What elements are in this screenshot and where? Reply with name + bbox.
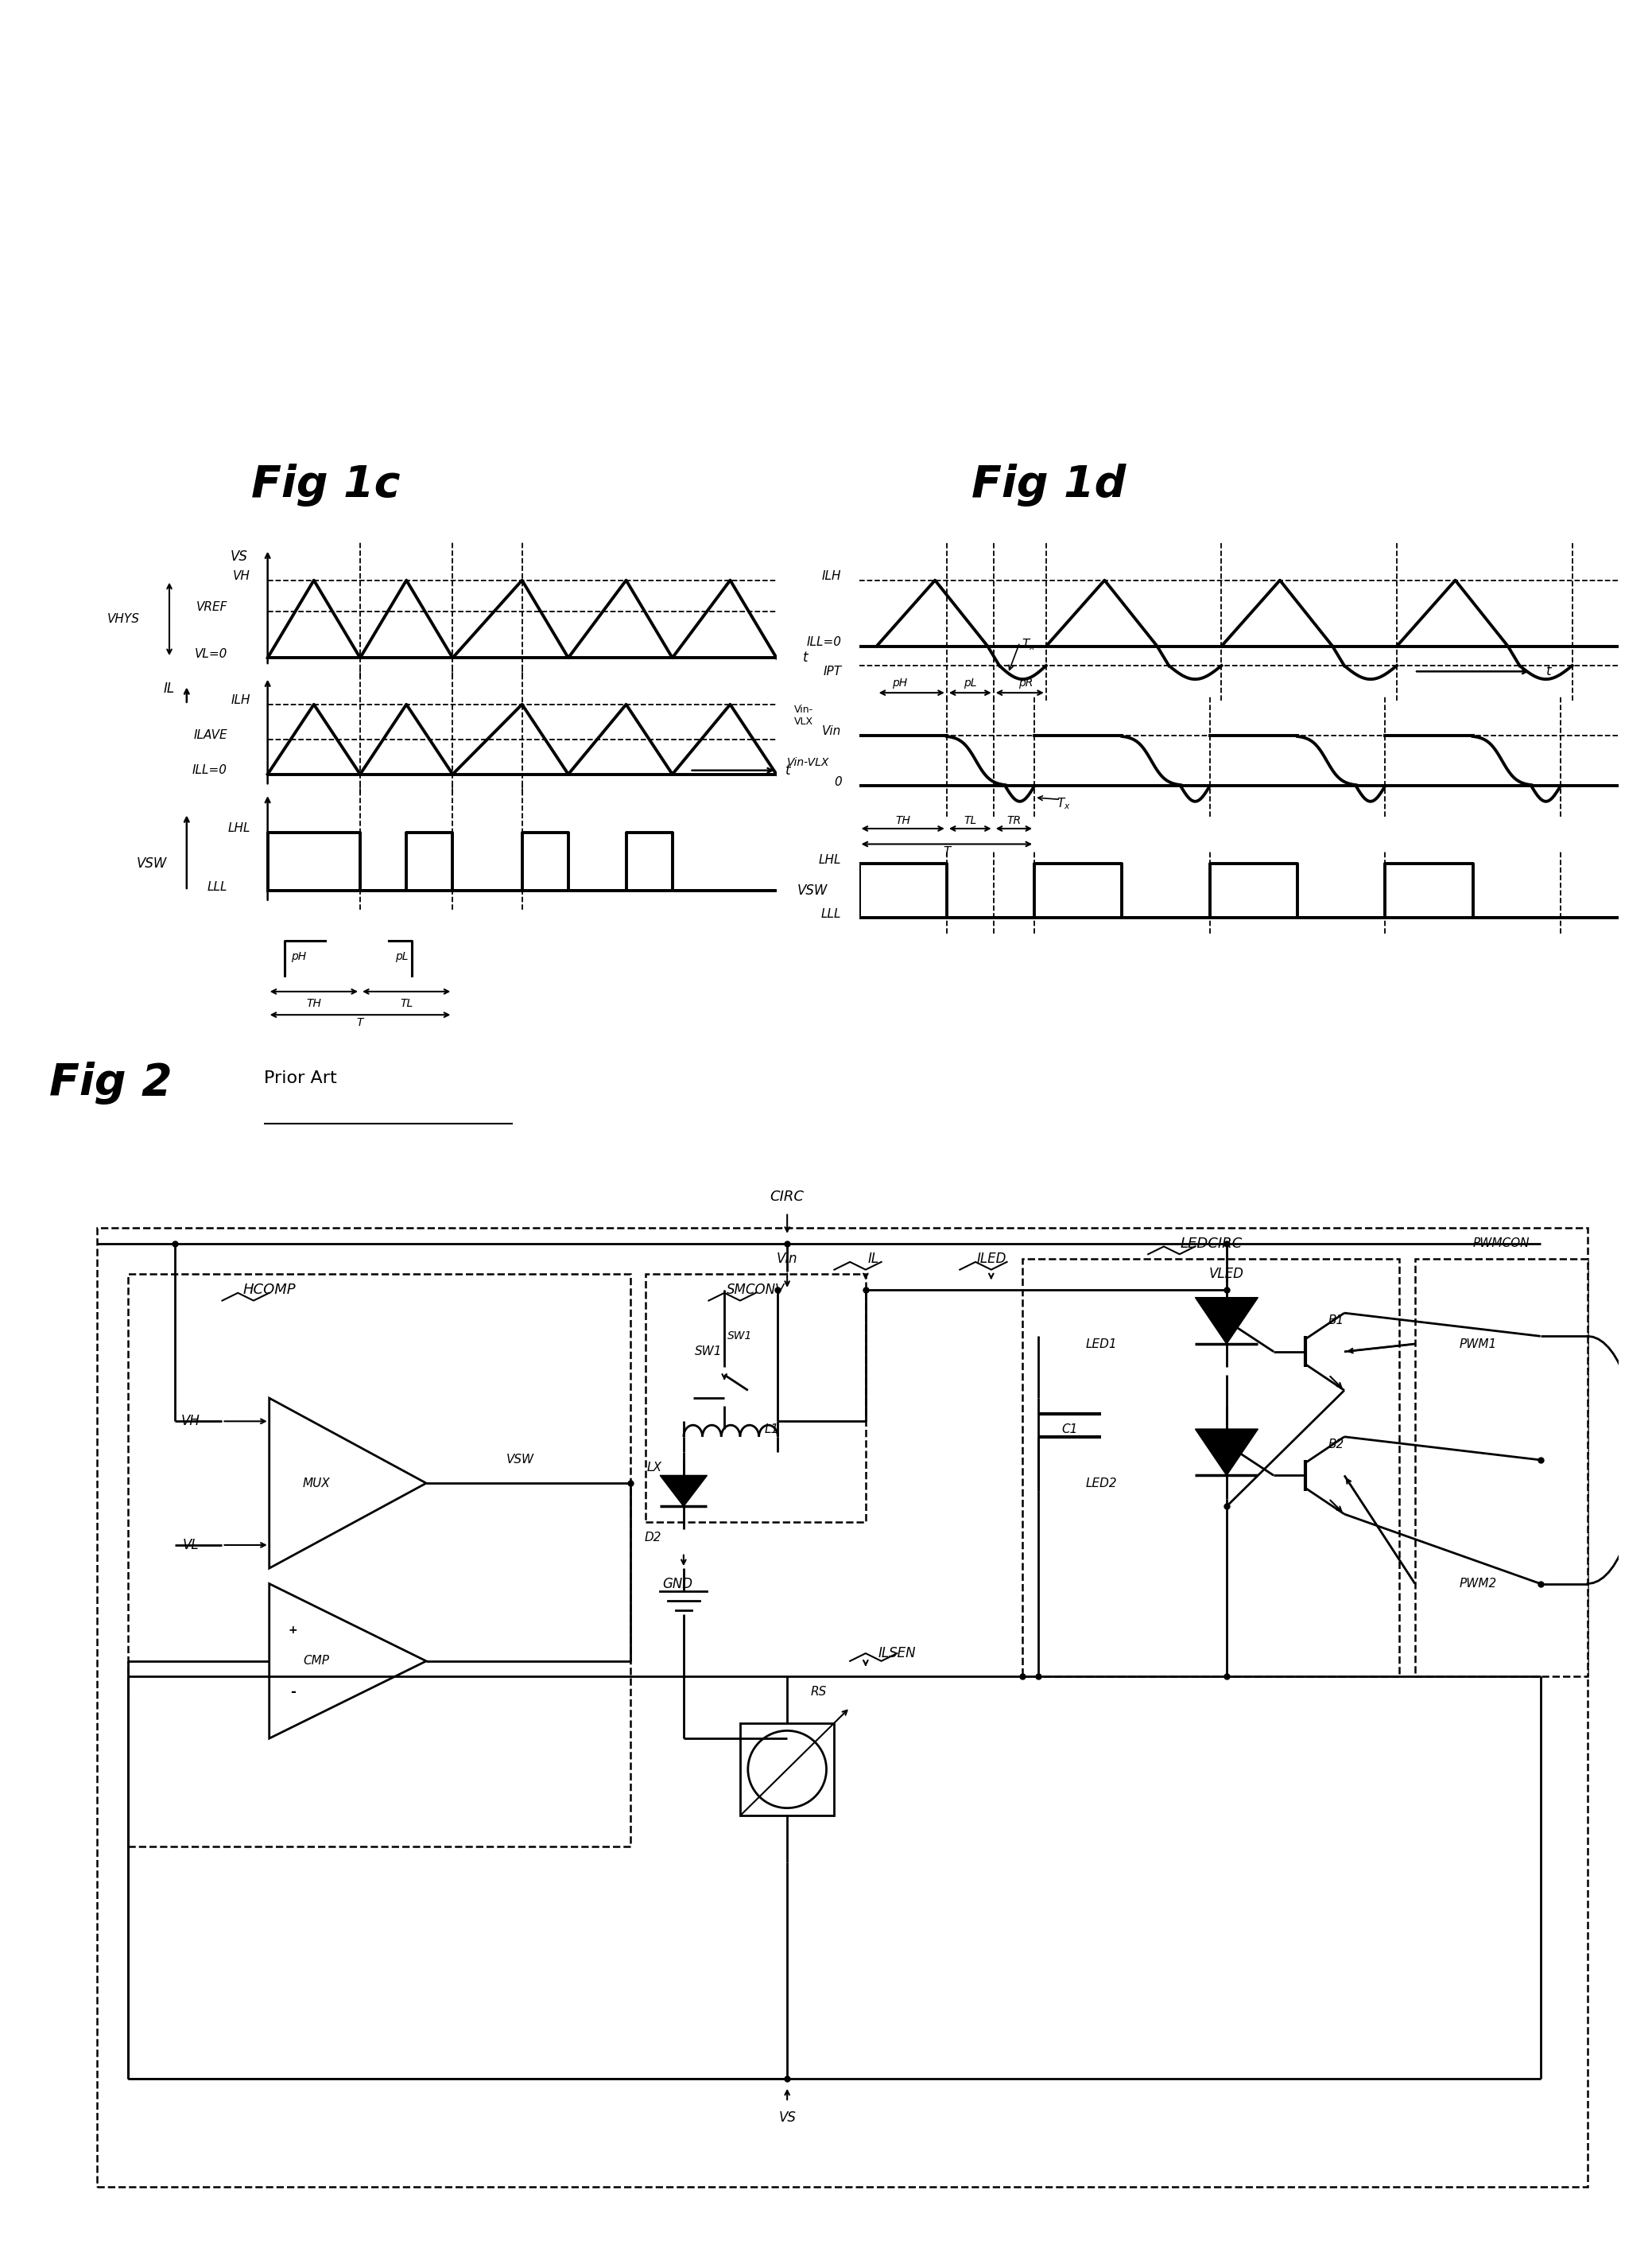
Text: ILED: ILED: [976, 1252, 1006, 1266]
Text: IL: IL: [867, 1252, 879, 1266]
Text: SW1: SW1: [727, 1331, 753, 1342]
Text: LED2: LED2: [1085, 1478, 1117, 1489]
Polygon shape: [661, 1475, 707, 1507]
Text: B2: B2: [1328, 1439, 1345, 1451]
Text: VSW: VSW: [137, 857, 167, 871]
Text: VS: VS: [778, 2109, 796, 2125]
Text: SMCONV: SMCONV: [727, 1284, 785, 1297]
Text: LLL: LLL: [206, 880, 228, 893]
Text: T: T: [943, 846, 950, 857]
Text: ILSEN: ILSEN: [879, 1647, 915, 1660]
Text: VLED: VLED: [1209, 1268, 1244, 1281]
Text: t: t: [785, 763, 791, 778]
Text: LLL: LLL: [821, 907, 841, 920]
Text: D2: D2: [644, 1532, 662, 1543]
Text: VSW: VSW: [796, 884, 828, 898]
Text: VH: VH: [233, 571, 251, 582]
Text: pH: pH: [291, 952, 306, 963]
Text: ILL=0: ILL=0: [192, 765, 228, 776]
Text: TL: TL: [963, 814, 976, 826]
Text: PWM1: PWM1: [1459, 1338, 1497, 1349]
Text: TH: TH: [306, 997, 322, 1008]
Text: pL: pL: [963, 677, 976, 688]
Text: VH: VH: [182, 1415, 200, 1428]
Text: TR: TR: [1006, 814, 1021, 826]
Text: Fig 2: Fig 2: [50, 1060, 172, 1105]
Bar: [740, 1724, 834, 1816]
Text: ILL=0: ILL=0: [806, 636, 841, 647]
Text: CIRC: CIRC: [770, 1189, 805, 1205]
Text: VSW: VSW: [507, 1453, 534, 1466]
Text: $T_x$: $T_x$: [1057, 796, 1070, 810]
Text: Prior Art: Prior Art: [264, 1069, 337, 1087]
Text: Fig 1c: Fig 1c: [251, 462, 400, 508]
Text: LED1: LED1: [1085, 1338, 1117, 1349]
Text: LHL: LHL: [228, 823, 251, 835]
Text: HCOMP: HCOMP: [243, 1284, 296, 1297]
Text: GND: GND: [662, 1577, 692, 1590]
Bar: [646, 1275, 866, 1523]
Text: CMP: CMP: [304, 1656, 329, 1667]
Text: $T_x$: $T_x$: [1021, 636, 1036, 652]
Text: VL=0: VL=0: [195, 647, 228, 661]
Polygon shape: [1196, 1297, 1259, 1345]
Text: t: t: [1546, 663, 1551, 679]
Text: -: -: [291, 1685, 296, 1699]
Text: RS: RS: [811, 1685, 826, 1699]
Text: t: t: [803, 650, 808, 666]
Bar: [97, 1227, 1588, 2186]
Text: +: +: [287, 1624, 297, 1636]
Text: MUX: MUX: [302, 1478, 330, 1489]
Text: PWM2: PWM2: [1459, 1577, 1497, 1590]
Text: IL: IL: [164, 681, 175, 697]
Text: ILH: ILH: [231, 695, 251, 706]
Text: pR: pR: [1018, 677, 1032, 688]
Bar: [129, 1275, 631, 1848]
Text: 0: 0: [834, 776, 841, 787]
Text: Vin: Vin: [823, 726, 841, 738]
Text: TH: TH: [895, 814, 910, 826]
Text: ILH: ILH: [823, 571, 841, 582]
Text: IPT: IPT: [823, 666, 841, 677]
Text: VS: VS: [230, 550, 248, 564]
Polygon shape: [1196, 1428, 1259, 1475]
Text: L1: L1: [765, 1424, 778, 1435]
Text: Vin-VLX: Vin-VLX: [788, 758, 829, 769]
Text: T: T: [357, 1017, 363, 1029]
Bar: [1416, 1259, 1588, 1676]
Text: B1: B1: [1328, 1315, 1345, 1327]
Text: Vin: Vin: [776, 1252, 798, 1266]
Text: pH: pH: [892, 677, 907, 688]
Text: VREF: VREF: [197, 602, 228, 614]
Bar: [1023, 1259, 1399, 1676]
Text: PWMCON: PWMCON: [1474, 1236, 1530, 1250]
Text: VHYS: VHYS: [107, 614, 139, 625]
Text: Fig 1d: Fig 1d: [971, 462, 1127, 508]
Text: C1: C1: [1062, 1424, 1077, 1435]
Text: Vin-
VLX: Vin- VLX: [793, 704, 813, 726]
Text: ILAVE: ILAVE: [193, 729, 228, 742]
Text: LHL: LHL: [819, 853, 841, 866]
Text: pL: pL: [395, 952, 408, 963]
Text: TL: TL: [400, 997, 413, 1008]
Text: SW1: SW1: [695, 1345, 722, 1358]
Text: LX: LX: [646, 1462, 662, 1473]
Text: VL: VL: [183, 1539, 198, 1552]
Text: LEDCIRC: LEDCIRC: [1180, 1236, 1242, 1250]
